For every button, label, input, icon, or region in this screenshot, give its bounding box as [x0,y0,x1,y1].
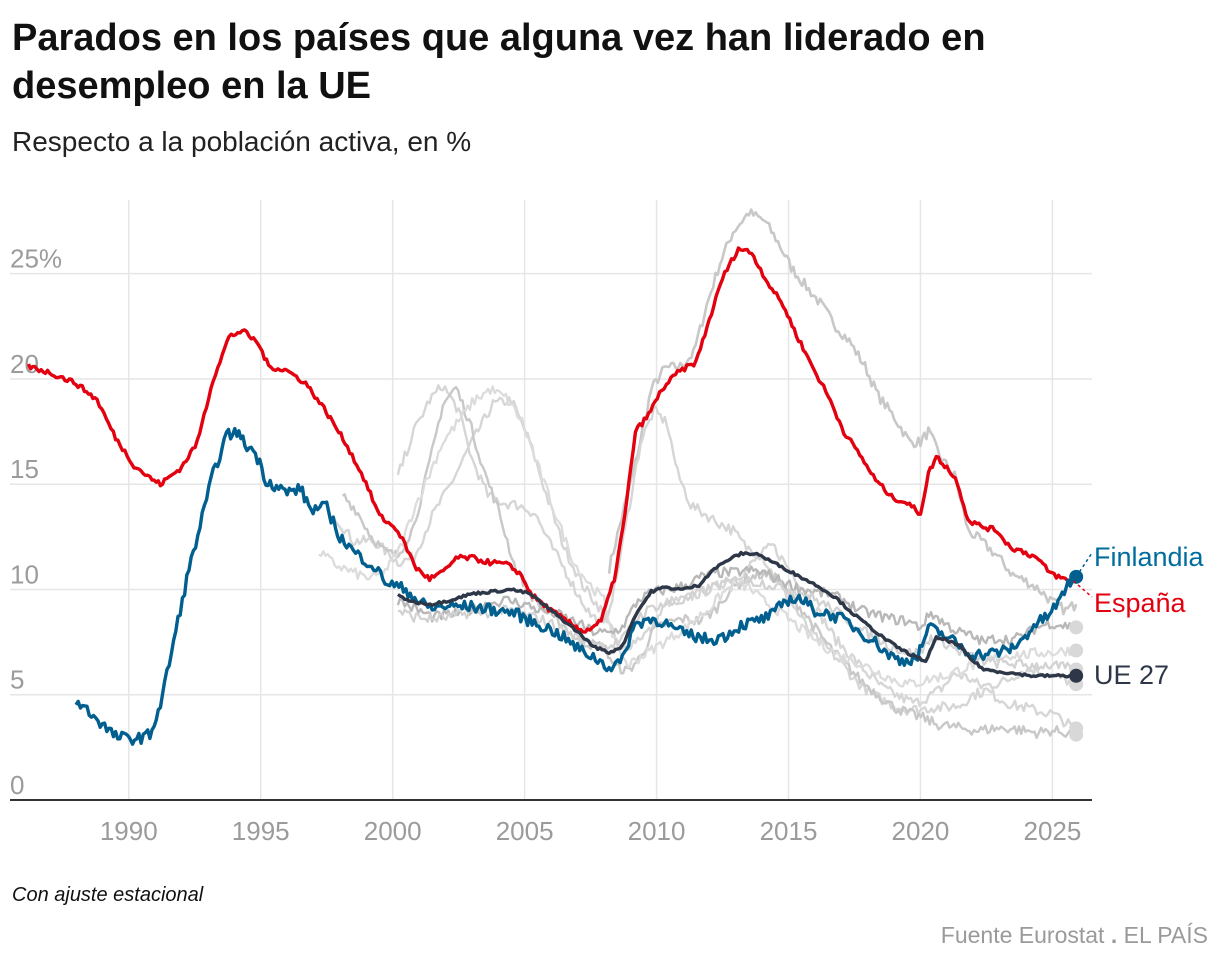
y-axis-tick-labels: 0 5 10 15 20 25% [10,244,62,800]
x-tick-label: 2015 [760,816,818,846]
y-tick-label: 20 [10,349,39,379]
gridlines [10,200,1092,800]
brand-name: EL PAÍS [1123,922,1208,948]
series-label-finlandia: Finlandia [1094,542,1205,572]
series-line-finlandia [74,426,1078,746]
background-series-end-marker [1069,620,1084,635]
series-label-espa-a: España [1094,588,1187,618]
background-series [318,208,1084,742]
x-axis-tick-labels: 1990 1995 2000 2005 2010 2015 2020 2025 [100,816,1082,846]
background-series-line [318,385,1078,688]
background-series-line [396,384,1078,729]
chart-subtitle: Respecto a la población activa, en % [12,126,472,157]
y-tick-label: 10 [10,559,39,589]
x-tick-label: 1990 [100,816,158,846]
x-tick-label: 2010 [628,816,686,846]
x-tick-label: 2020 [892,816,950,846]
background-series-line [341,386,1078,740]
y-tick-label: 0 [10,770,24,800]
background-series-end-marker [1069,643,1084,658]
series-leader-line-espa-a [1073,580,1093,598]
x-tick-label: 2025 [1023,816,1081,846]
y-tick-label: 5 [10,665,24,695]
y-tick-label: 15 [10,454,39,484]
chart-title: Parados en los países que alguna vez han… [12,17,986,107]
highlighted-series [26,246,1084,746]
series-labels: España Finlandia UE 27 [1073,542,1205,690]
footnote: Con ajuste estacional [12,884,204,906]
series-label-ue-27: UE 27 [1094,660,1169,690]
background-series-end-marker [1069,727,1084,742]
series-line-ue-27 [396,550,1077,679]
series-leader-line-finlandia [1075,552,1093,578]
background-series-line [607,208,1078,616]
x-tick-label: 1995 [232,816,290,846]
x-tick-label: 2000 [364,816,422,846]
background-series-line [333,396,1078,708]
x-tick-label: 2005 [496,816,554,846]
background-series-line [396,565,1077,647]
series-end-marker-ue-27 [1069,668,1084,683]
y-tick-label: 25% [10,244,62,274]
source-credit: Fuente Eurostat . EL PAÍS [940,922,1208,948]
source-text: Fuente Eurostat [940,922,1105,948]
